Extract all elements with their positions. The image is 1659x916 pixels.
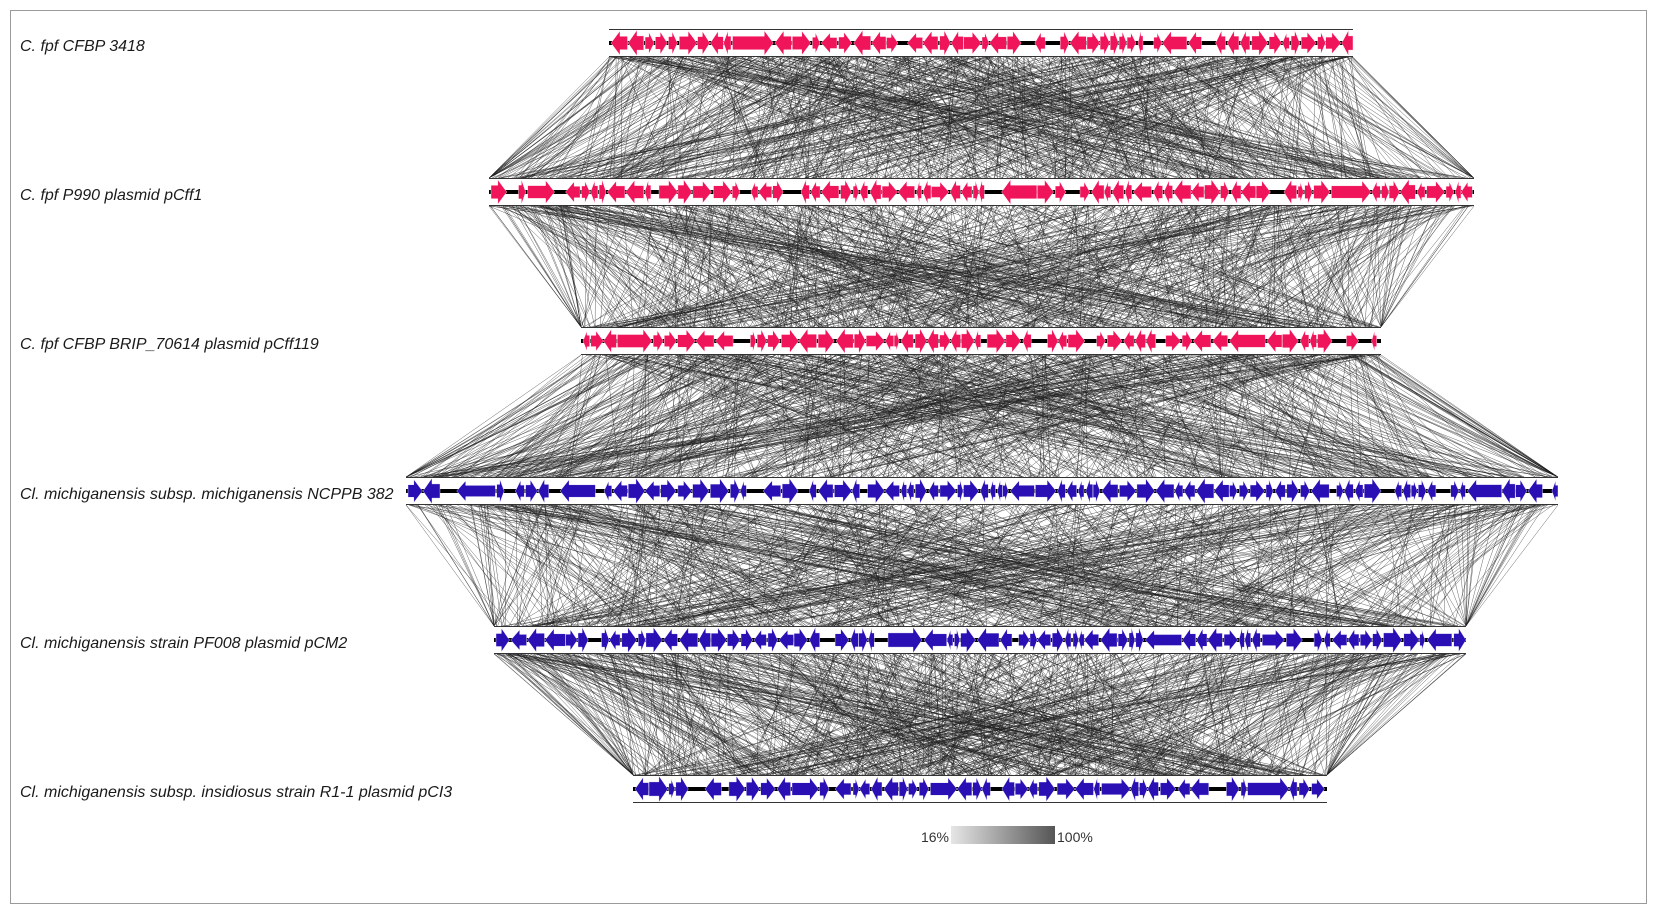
genome-track-2: [489, 178, 1474, 206]
figure-frame: C. fpf CFBP 3418 C. fpf P990 plasmid pCf…: [10, 10, 1647, 904]
genome-track-3: [581, 327, 1381, 355]
track-label-3: C. fpf CFBP BRIP_70614 plasmid pCff119: [20, 336, 319, 353]
link-band-3: [405, 354, 1559, 478]
link-band-1: [488, 56, 1475, 179]
link-lines: [488, 56, 1475, 179]
link-lines: [405, 354, 1559, 478]
track-bottom-edge: [489, 205, 1474, 206]
track-bottom-edge: [581, 354, 1381, 355]
legend-gradient-bar: [951, 826, 1055, 844]
track-bottom-edge: [633, 802, 1327, 803]
track-top-edge: [494, 626, 1466, 627]
gene-arrows: [490, 178, 1473, 206]
track-top-edge: [489, 178, 1474, 179]
genome-track-4: [406, 477, 1559, 505]
legend-max-label: 100%: [1057, 829, 1093, 845]
link-lines: [488, 205, 1475, 328]
genome-track-6: [633, 775, 1327, 803]
genome-track-5: [494, 626, 1467, 654]
track-labels: C. fpf CFBP 3418 C. fpf P990 plasmid pCf…: [20, 38, 452, 801]
link-band-5: [493, 653, 1467, 776]
gene-arrows: [582, 327, 1377, 355]
genome-tracks: [406, 29, 1559, 803]
track-label-2: C. fpf P990 plasmid pCff1: [20, 187, 202, 204]
link-lines: [405, 504, 1559, 627]
track-label-6: Cl. michiganensis subsp. insidiosus stra…: [20, 784, 452, 801]
gene-arrows: [495, 626, 1467, 654]
track-label-1: C. fpf CFBP 3418: [20, 38, 145, 55]
gene-arrows: [634, 775, 1325, 803]
track-bottom-edge: [609, 56, 1353, 57]
gene-arrows: [610, 29, 1354, 57]
synteny-diagram: C. fpf CFBP 3418 C. fpf P990 plasmid pCf…: [20, 29, 1559, 845]
track-bottom-edge: [494, 653, 1466, 654]
track-top-edge: [609, 29, 1353, 30]
track-top-edge: [633, 775, 1327, 776]
track-label-5: Cl. michiganensis strain PF008 plasmid p…: [20, 635, 347, 652]
link-lines: [493, 653, 1467, 776]
track-label-4: Cl. michiganensis subsp. michiganensis N…: [20, 486, 394, 503]
link-band-2: [488, 205, 1475, 328]
track-top-edge: [406, 477, 1558, 478]
link-band-4: [405, 504, 1559, 627]
track-bottom-edge: [406, 504, 1558, 505]
synteny-links: [405, 56, 1559, 776]
gene-arrows: [407, 477, 1559, 505]
track-top-edge: [581, 327, 1381, 328]
legend-min-label: 16%: [921, 829, 949, 845]
identity-legend: 16% 100%: [921, 826, 1093, 845]
genome-track-1: [609, 29, 1354, 57]
